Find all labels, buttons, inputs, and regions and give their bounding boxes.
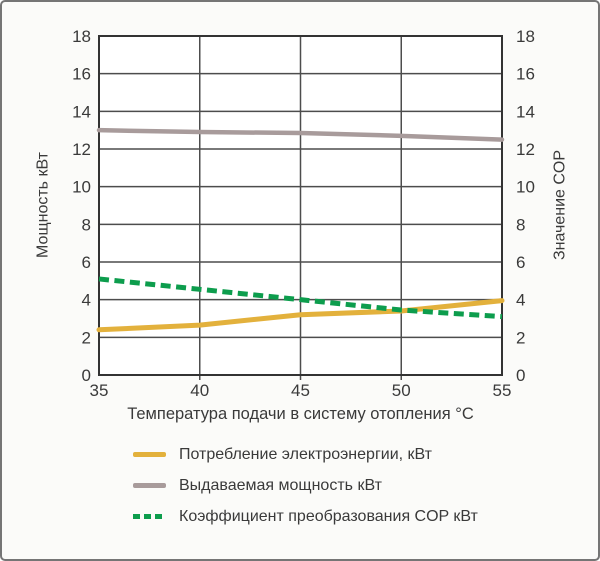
y-tick-label-right: 2 [516, 328, 525, 347]
series-line-output-power [96, 127, 505, 142]
y-tick-label-left: 8 [82, 215, 91, 234]
y-tick-label-right: 12 [516, 140, 535, 159]
y-tick-label-right: 14 [516, 102, 535, 121]
x-tick-label: 35 [90, 381, 109, 400]
x-tick-label: 40 [190, 381, 209, 400]
y-tick-label-right: 8 [516, 215, 525, 234]
series-line-cop [98, 276, 503, 320]
legend-swatch-consumption-line-icon [133, 452, 166, 457]
y-tick-label-right: 10 [516, 178, 535, 197]
legend-item-cop: Коэффициент преобразования COP кВт [133, 501, 478, 532]
legend-label-output-power: Выдаваемая мощность кВт [179, 476, 382, 494]
y-axis-label-left: Мощность кВт [34, 152, 52, 258]
y-tick-label-right: 16 [516, 65, 535, 84]
y-tick-label-left: 2 [82, 328, 91, 347]
x-tick-label: 55 [493, 381, 512, 400]
legend-swatch-cop-dashed-line-icon [133, 514, 166, 519]
y-tick-label-right: 4 [516, 291, 525, 310]
axes-frame [98, 35, 503, 376]
legend-item-consumption: Потребление электроэнергии, кВт [133, 439, 478, 470]
x-axis-label: Температура подачи в систему отопления °… [127, 405, 474, 423]
y-tick-label-right: 6 [516, 253, 525, 272]
legend-swatch-output-power-line-icon [133, 483, 166, 488]
legend-label-cop: Коэффициент преобразования COP кВт [179, 507, 478, 525]
y-tick-label-left: 18 [72, 27, 91, 46]
y-tick-label-right: 0 [516, 366, 525, 385]
y-tick-label-left: 16 [72, 65, 91, 84]
y-tick-label-left: 4 [82, 291, 91, 310]
legend: Потребление электроэнергии, кВт Выдаваема… [133, 439, 478, 532]
series-line-consumption [96, 298, 505, 333]
y-tick-label-right: 18 [516, 27, 535, 46]
y-tick-label-left: 14 [72, 102, 91, 121]
legend-label-consumption: Потребление электроэнергии, кВт [179, 445, 433, 463]
x-tick-label: 50 [392, 381, 411, 400]
x-tick-label: 45 [291, 381, 310, 400]
legend-item-output-power: Выдаваемая мощность кВт [133, 470, 478, 501]
y-tick-label-left: 10 [72, 178, 91, 197]
y-tick-label-left: 0 [82, 366, 91, 385]
y-tick-label-left: 6 [82, 253, 91, 272]
y-axis-label-right: Значение COP [551, 149, 569, 261]
y-tick-label-left: 12 [72, 140, 91, 159]
